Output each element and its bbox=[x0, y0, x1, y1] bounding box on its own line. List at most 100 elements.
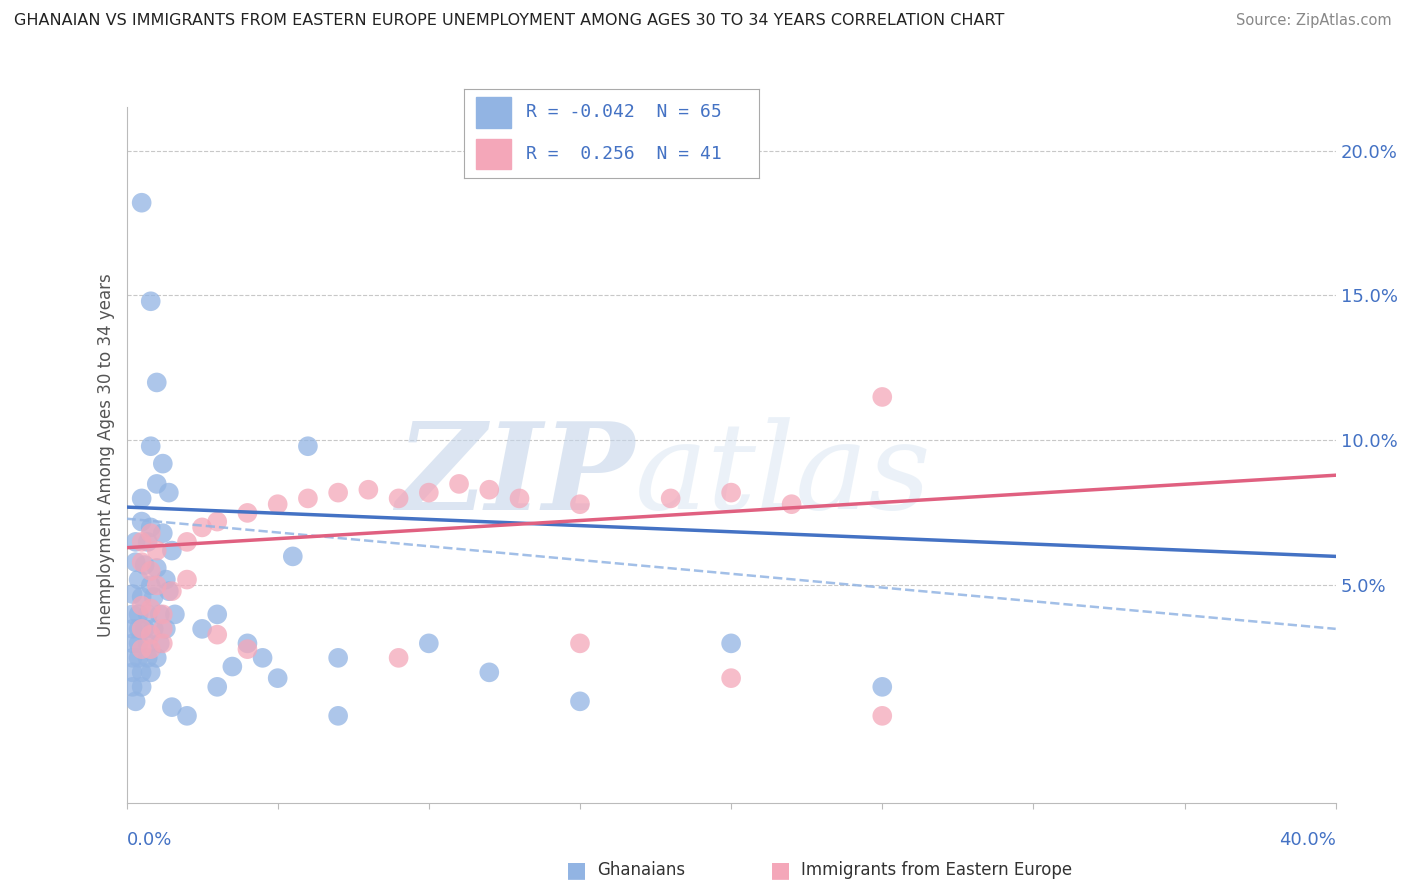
Point bbox=[121, 665, 143, 680]
Point bbox=[134, 558, 156, 573]
Point bbox=[176, 534, 198, 549]
Point bbox=[568, 694, 592, 708]
Point bbox=[146, 578, 169, 592]
Point bbox=[139, 665, 162, 680]
Point bbox=[139, 439, 162, 453]
Text: R =  0.256  N = 41: R = 0.256 N = 41 bbox=[526, 145, 721, 163]
Point bbox=[139, 628, 162, 642]
Bar bbox=[475, 97, 512, 128]
Point bbox=[136, 607, 159, 622]
Point bbox=[131, 622, 153, 636]
Point bbox=[121, 680, 143, 694]
Point bbox=[121, 622, 143, 636]
Point bbox=[146, 376, 169, 390]
Point bbox=[872, 390, 894, 404]
Point bbox=[388, 491, 411, 506]
Point bbox=[281, 549, 304, 564]
Text: Immigrants from Eastern Europe: Immigrants from Eastern Europe bbox=[801, 861, 1073, 879]
Point bbox=[152, 526, 174, 541]
Text: ■: ■ bbox=[567, 860, 586, 880]
Point bbox=[720, 485, 742, 500]
Point bbox=[509, 491, 531, 506]
Point bbox=[124, 555, 146, 569]
Point bbox=[191, 520, 214, 534]
Point bbox=[478, 665, 501, 680]
Point bbox=[297, 491, 319, 506]
Point bbox=[131, 680, 153, 694]
Point bbox=[780, 497, 803, 511]
Point bbox=[152, 607, 174, 622]
Point bbox=[146, 651, 169, 665]
Point bbox=[568, 497, 592, 511]
Point bbox=[131, 555, 153, 569]
Point bbox=[121, 607, 143, 622]
Point bbox=[136, 534, 159, 549]
Point bbox=[176, 708, 198, 723]
Point bbox=[205, 680, 228, 694]
Point bbox=[160, 543, 183, 558]
Point bbox=[124, 534, 146, 549]
Point bbox=[872, 708, 894, 723]
Point bbox=[128, 607, 150, 622]
Y-axis label: Unemployment Among Ages 30 to 34 years: Unemployment Among Ages 30 to 34 years bbox=[97, 273, 115, 637]
Point bbox=[659, 491, 682, 506]
Point bbox=[136, 651, 159, 665]
Point bbox=[157, 485, 180, 500]
Point bbox=[128, 636, 150, 650]
Point bbox=[152, 636, 174, 650]
Point bbox=[139, 601, 162, 615]
Point bbox=[139, 526, 162, 541]
Point bbox=[160, 584, 183, 599]
Point bbox=[236, 636, 259, 650]
Text: ■: ■ bbox=[770, 860, 790, 880]
Point bbox=[142, 590, 165, 604]
Point bbox=[121, 636, 143, 650]
Point bbox=[191, 622, 214, 636]
Point bbox=[357, 483, 380, 497]
Point bbox=[568, 636, 592, 650]
Point bbox=[121, 651, 143, 665]
Text: 40.0%: 40.0% bbox=[1279, 830, 1336, 848]
Point bbox=[155, 573, 177, 587]
Point bbox=[176, 573, 198, 587]
Point bbox=[236, 642, 259, 657]
Point bbox=[121, 587, 143, 601]
Point bbox=[131, 665, 153, 680]
Point bbox=[418, 636, 440, 650]
Text: ZIP: ZIP bbox=[396, 417, 634, 535]
Point bbox=[163, 607, 186, 622]
Point bbox=[128, 651, 150, 665]
Point bbox=[131, 515, 153, 529]
Text: R = -0.042  N = 65: R = -0.042 N = 65 bbox=[526, 103, 721, 121]
Point bbox=[252, 651, 274, 665]
Point bbox=[418, 485, 440, 500]
Point bbox=[139, 294, 162, 309]
Point bbox=[326, 708, 350, 723]
Point bbox=[872, 680, 894, 694]
Point bbox=[152, 622, 174, 636]
Point bbox=[236, 506, 259, 520]
Point bbox=[131, 491, 153, 506]
Point bbox=[267, 497, 290, 511]
Point bbox=[131, 534, 153, 549]
Point bbox=[128, 622, 150, 636]
Text: GHANAIAN VS IMMIGRANTS FROM EASTERN EUROPE UNEMPLOYMENT AMONG AGES 30 TO 34 YEAR: GHANAIAN VS IMMIGRANTS FROM EASTERN EURO… bbox=[14, 13, 1004, 29]
Point bbox=[447, 476, 470, 491]
Point bbox=[128, 573, 150, 587]
Point bbox=[131, 599, 153, 613]
Point bbox=[136, 636, 159, 650]
Point bbox=[124, 694, 146, 708]
Point bbox=[326, 485, 350, 500]
Point bbox=[155, 622, 177, 636]
Point bbox=[221, 659, 243, 673]
Text: Ghanaians: Ghanaians bbox=[598, 861, 686, 879]
Point bbox=[205, 607, 228, 622]
Point bbox=[205, 628, 228, 642]
Point bbox=[326, 651, 350, 665]
Point bbox=[720, 671, 742, 685]
Point bbox=[297, 439, 319, 453]
Point bbox=[139, 564, 162, 578]
Point bbox=[131, 590, 153, 604]
Point bbox=[146, 543, 169, 558]
Point bbox=[478, 483, 501, 497]
